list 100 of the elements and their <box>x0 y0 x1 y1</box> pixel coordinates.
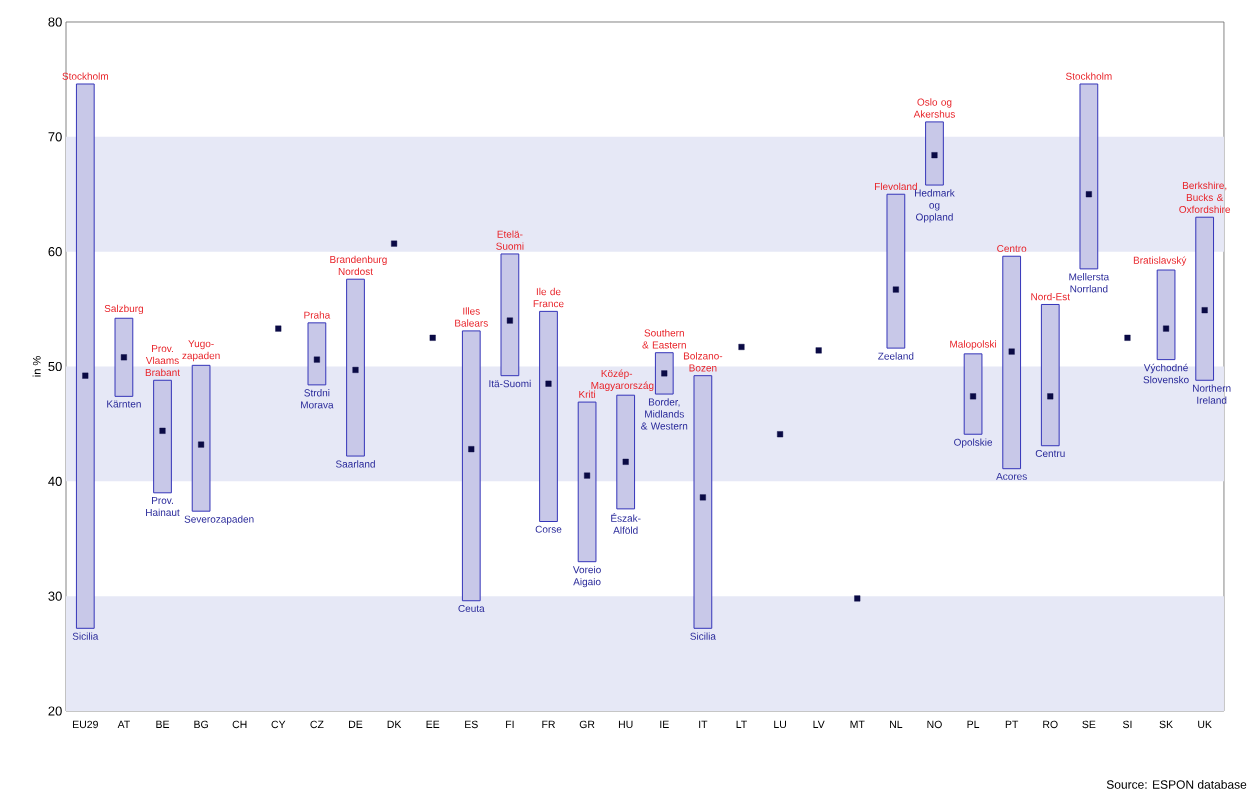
bar <box>500 253 520 377</box>
point <box>429 334 436 341</box>
point <box>313 356 320 363</box>
annotation: Bolzano-Bozen <box>683 352 723 372</box>
bar <box>616 394 636 510</box>
y-tick-label: 20 <box>48 706 62 716</box>
y-tick-label: 30 <box>48 591 62 601</box>
bar <box>153 379 172 494</box>
annotation: Itä-Suomi <box>489 379 531 388</box>
point <box>391 240 398 247</box>
annotation: Voreio Aigaio <box>572 565 601 588</box>
annotation: Southern & Eastern <box>642 329 686 349</box>
x-tick-label: IT <box>699 720 708 728</box>
annotation: Nord-Est <box>1031 292 1070 301</box>
point <box>352 366 359 373</box>
annotation: Východné Slovensko <box>1143 363 1189 384</box>
point <box>1124 334 1131 341</box>
point <box>1085 191 1092 198</box>
x-tick-label: CY <box>271 720 286 729</box>
x-tick-label: PT <box>1005 720 1019 728</box>
annotation: Berkshire, Bucks & Oxfordshire <box>1179 181 1231 213</box>
annotation: Salzburg <box>104 304 143 315</box>
annotation: Border, Midlands & Western <box>641 398 688 430</box>
y-axis-title: in % <box>32 356 41 377</box>
x-tick-label: CZ <box>310 720 324 729</box>
bar <box>539 310 558 523</box>
x-tick-label: FI <box>506 720 514 728</box>
bar <box>307 322 327 386</box>
x-tick-label: UK <box>1198 720 1212 729</box>
point <box>815 347 822 354</box>
x-tick-label: BE <box>156 720 170 728</box>
bar <box>1156 269 1176 361</box>
annotation: Malopolski <box>950 340 997 350</box>
bar <box>925 121 944 186</box>
annotation: Stockholm <box>1065 72 1112 80</box>
bar <box>963 353 983 435</box>
x-tick-label: LU <box>774 720 786 729</box>
x-tick-label: LT <box>736 720 747 728</box>
point <box>1008 348 1015 355</box>
point <box>82 372 89 379</box>
x-tick-label: RO <box>1043 720 1058 729</box>
annotation: Corse <box>535 525 562 533</box>
bar <box>1040 303 1060 447</box>
point <box>1163 325 1170 332</box>
point <box>854 595 861 602</box>
annotation: Zeeland <box>878 352 914 360</box>
annotation: Sicilia <box>690 632 716 640</box>
x-tick-label: IE <box>660 720 669 728</box>
bar <box>191 364 211 512</box>
annotation: Northern Ireland <box>1193 384 1231 404</box>
x-tick-label: EE <box>426 720 440 728</box>
x-tick-label: EU29 <box>73 720 98 729</box>
y-tick-label: 50 <box>48 361 62 372</box>
annotation: Illes Balears <box>455 307 488 327</box>
annotation: Yugo-zapaden <box>182 340 220 362</box>
annotation: Praha <box>304 311 331 319</box>
bar <box>114 317 134 397</box>
point <box>699 494 706 501</box>
bar <box>346 278 365 457</box>
annotation: Saarland <box>335 460 375 468</box>
x-tick-label: CH <box>232 720 247 729</box>
point <box>1047 393 1054 400</box>
x-tick-label: DE <box>349 720 363 728</box>
point <box>661 370 668 377</box>
annotation: Kärnten <box>107 400 141 408</box>
x-tick-label: PL <box>967 720 980 728</box>
x-tick-label: ES <box>465 720 478 729</box>
annotation: Észak-Alföld <box>611 513 641 534</box>
bar <box>1002 255 1022 470</box>
annotation: Bratislavský <box>1133 256 1187 266</box>
annotation: Mellersta Norrland <box>1069 273 1110 293</box>
y-tick-label: 40 <box>48 476 62 486</box>
annotation: Strdni Morava <box>301 389 334 409</box>
x-tick-label: FR <box>542 720 555 728</box>
point <box>275 325 282 332</box>
x-tick-label: NL <box>890 720 903 728</box>
point <box>970 393 977 400</box>
x-tick-label: AT <box>117 720 130 728</box>
annotation: Flevoland <box>875 182 917 191</box>
x-tick-label: DK <box>387 720 402 728</box>
annotation: Opolskie <box>954 438 993 448</box>
point <box>120 354 127 361</box>
point <box>931 152 938 159</box>
y-tick-label: 60 <box>48 247 62 257</box>
x-tick-label: LV <box>813 720 825 728</box>
annotation: Etelä-Suomi <box>496 230 524 250</box>
bar <box>1195 216 1215 381</box>
x-tick-label: MT <box>850 720 865 728</box>
x-tick-label: HU <box>618 720 633 729</box>
annotation: Brandenburg Nordost <box>330 255 387 276</box>
bar <box>886 193 906 349</box>
x-tick-label: NO <box>927 720 942 729</box>
point <box>738 343 745 350</box>
x-tick-label: SE <box>1082 720 1096 729</box>
annotation: Oslo og Akershus <box>913 98 955 118</box>
y-tick-label: 70 <box>48 132 62 142</box>
bar <box>693 375 713 629</box>
annotation: Stockholm <box>62 72 108 80</box>
point <box>584 472 591 479</box>
point <box>198 441 205 448</box>
